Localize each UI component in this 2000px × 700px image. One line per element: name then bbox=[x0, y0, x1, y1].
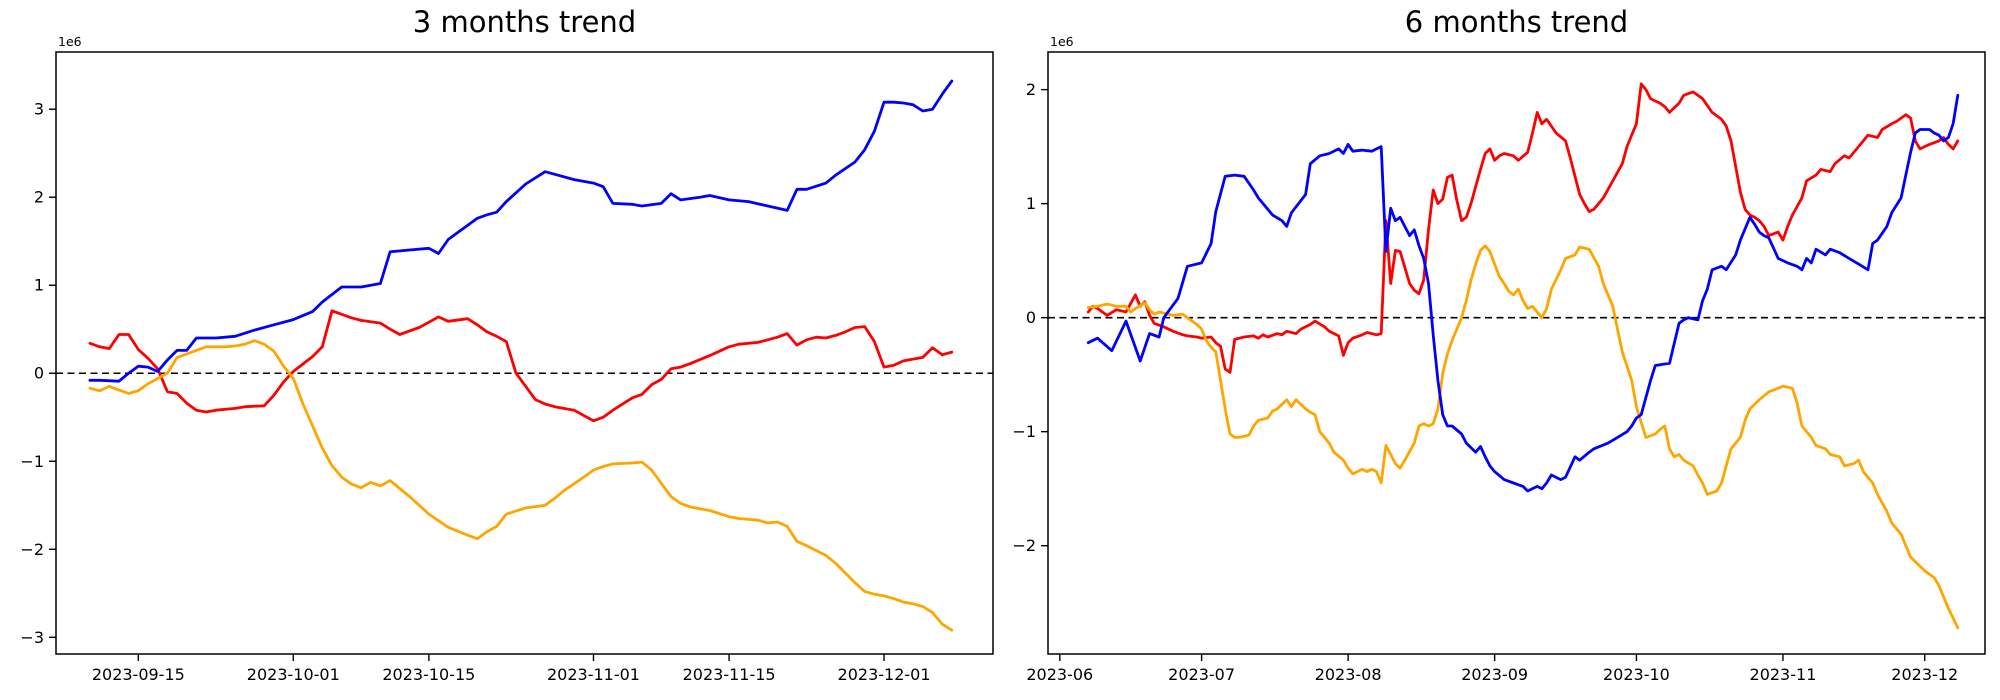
y-tick-label: 1 bbox=[1026, 194, 1036, 213]
chart-3-months-trend: 3 months trend 1e6 3 2 1 0 −1 −2 −3 2023-09-15 2… bbox=[20, 5, 994, 684]
y-tick-label: 2 bbox=[1026, 80, 1036, 99]
x-tick-label: 2023-10-01 bbox=[247, 665, 340, 684]
blue-line bbox=[1086, 93, 1960, 493]
x-tick-label: 2023-11-01 bbox=[547, 665, 640, 684]
x-tick-label: 2023-10 bbox=[1603, 665, 1670, 684]
x-tick-label: 2023-09 bbox=[1461, 665, 1528, 684]
x-tick-label: 2023-11-15 bbox=[683, 665, 776, 684]
x-tick-label: 2023-10-15 bbox=[382, 665, 475, 684]
red-line bbox=[88, 309, 954, 423]
plot-area: 2 1 0 −1 −2 2023-06 2023-07 2023-08 2023-09 2023-… bbox=[1012, 51, 1986, 684]
axes-frame bbox=[1047, 51, 1986, 655]
red-line bbox=[1086, 82, 1960, 374]
x-tick-label: 2023-08 bbox=[1315, 665, 1382, 684]
x-tick-label: 2023-11 bbox=[1750, 665, 1817, 684]
y-tick-label: 1 bbox=[34, 276, 44, 295]
y-tick-label: −2 bbox=[1012, 536, 1036, 555]
y-tick-label: 3 bbox=[34, 100, 44, 119]
x-tick-label: 2023-09-15 bbox=[92, 665, 185, 684]
chart-title: 3 months trend bbox=[412, 5, 637, 39]
y-tick-label: −1 bbox=[20, 452, 44, 471]
y-tick-label: 0 bbox=[1026, 308, 1036, 327]
orange-line bbox=[88, 339, 954, 632]
y-axis-offset-label: 1e6 bbox=[58, 34, 82, 49]
y-axis-offset-label: 1e6 bbox=[1050, 34, 1074, 49]
plot-area: 3 2 1 0 −1 −2 −3 2023-09-15 2023-10-01 2023-10-15… bbox=[20, 51, 994, 684]
y-tick-label: 2 bbox=[34, 188, 44, 207]
x-tick-label: 2023-06 bbox=[1026, 665, 1093, 684]
y-tick-label: 0 bbox=[34, 364, 44, 383]
x-tick-label: 2023-12 bbox=[1891, 665, 1958, 684]
x-tick-label: 2023-12-01 bbox=[838, 665, 931, 684]
blue-line bbox=[88, 79, 954, 383]
y-tick-label: −2 bbox=[20, 540, 44, 559]
y-tick-label: −3 bbox=[20, 628, 44, 647]
chart-title: 6 months trend bbox=[1404, 5, 1629, 39]
axes-frame bbox=[55, 51, 994, 655]
y-tick-label: −1 bbox=[1012, 422, 1036, 441]
chart-6-months-trend: 6 months trend 1e6 2 1 0 −1 −2 2023-06 2023-07… bbox=[1000, 0, 2000, 700]
orange-line bbox=[1086, 244, 1960, 630]
x-tick-label: 2023-07 bbox=[1168, 665, 1235, 684]
